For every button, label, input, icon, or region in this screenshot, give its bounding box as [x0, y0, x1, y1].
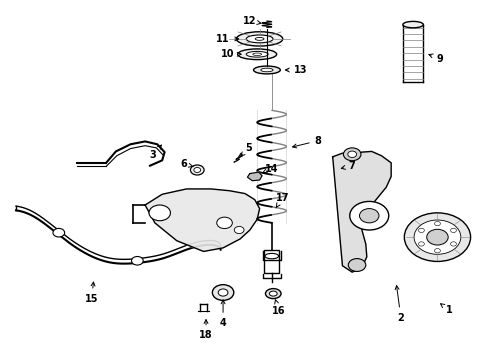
Text: 13: 13 [285, 65, 307, 75]
Ellipse shape [238, 49, 277, 60]
Circle shape [435, 249, 441, 253]
Circle shape [217, 217, 232, 229]
Text: 7: 7 [342, 161, 356, 171]
Ellipse shape [253, 66, 280, 74]
Circle shape [348, 258, 366, 271]
Circle shape [149, 205, 171, 221]
Text: 16: 16 [272, 300, 286, 316]
Circle shape [53, 228, 65, 237]
Circle shape [427, 229, 448, 245]
Circle shape [435, 221, 441, 226]
Ellipse shape [266, 289, 281, 298]
Text: 2: 2 [395, 285, 404, 323]
Circle shape [360, 208, 379, 223]
Circle shape [131, 256, 143, 265]
Bar [265, 249, 279, 273]
Text: 14: 14 [262, 163, 278, 174]
Circle shape [234, 226, 244, 234]
Circle shape [212, 285, 234, 300]
Text: 5: 5 [241, 143, 252, 156]
Text: 3: 3 [149, 145, 161, 160]
Circle shape [404, 213, 470, 261]
Ellipse shape [255, 37, 264, 40]
Ellipse shape [403, 21, 423, 28]
Text: 8: 8 [293, 136, 321, 148]
Ellipse shape [261, 68, 273, 72]
Circle shape [418, 242, 424, 246]
Circle shape [414, 220, 461, 254]
Polygon shape [236, 153, 243, 159]
Ellipse shape [265, 253, 279, 259]
Ellipse shape [237, 32, 283, 46]
Text: 12: 12 [243, 16, 261, 26]
Text: 11: 11 [216, 34, 239, 44]
Circle shape [350, 202, 389, 230]
Ellipse shape [270, 291, 277, 296]
Circle shape [343, 148, 361, 161]
Circle shape [451, 242, 456, 246]
Text: 15: 15 [85, 282, 98, 303]
Ellipse shape [246, 35, 273, 43]
Polygon shape [247, 172, 262, 181]
Ellipse shape [246, 51, 268, 57]
Text: 18: 18 [199, 320, 213, 341]
Text: 17: 17 [276, 193, 289, 208]
Text: 4: 4 [220, 300, 226, 328]
Circle shape [418, 228, 424, 233]
Text: 9: 9 [429, 54, 443, 64]
Polygon shape [145, 189, 260, 251]
Polygon shape [333, 152, 391, 272]
Circle shape [191, 165, 204, 175]
Text: 6: 6 [181, 159, 193, 169]
Ellipse shape [253, 53, 262, 55]
Circle shape [218, 289, 228, 296]
Circle shape [194, 167, 201, 172]
Text: 10: 10 [220, 49, 241, 59]
Circle shape [348, 151, 357, 157]
Text: 1: 1 [441, 304, 453, 315]
Circle shape [451, 228, 456, 233]
